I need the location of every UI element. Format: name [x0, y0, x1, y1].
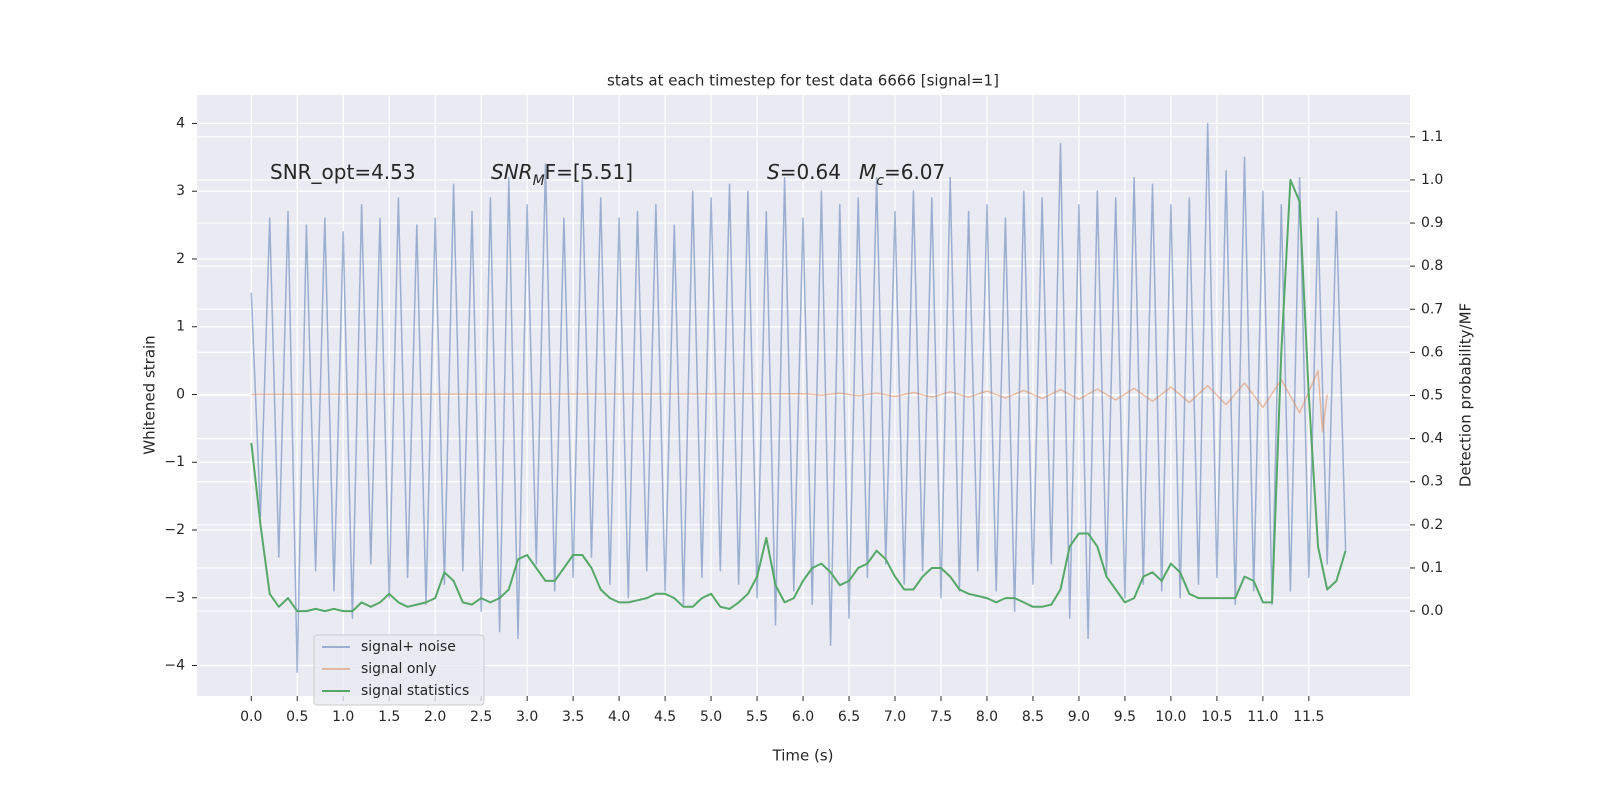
y-tick-label: 3 [176, 183, 185, 199]
y-axis-label: Whitened strain [141, 335, 159, 454]
legend-label: signal+ noise [361, 639, 456, 655]
annotation-part: S [767, 160, 780, 184]
annotation-part: =6.07 [884, 160, 945, 184]
y2-tick-label: 0.7 [1421, 301, 1443, 317]
y2-tick-label: 0.0 [1421, 603, 1443, 619]
annotation: SNRMF=[5.51] [491, 160, 633, 190]
series-line [251, 370, 1328, 433]
x-tick-label: 3.5 [562, 709, 584, 725]
x-tick-label: 7.5 [930, 709, 952, 725]
y2-axis-label: Detection probability/MF [1457, 303, 1475, 487]
x-tick-label: 4.0 [608, 709, 630, 725]
y-tick-label: 4 [176, 115, 185, 131]
legend-label: signal statistics [361, 683, 469, 699]
x-tick-label: 9.0 [1068, 709, 1090, 725]
x-tick-label: 10.5 [1201, 709, 1232, 725]
x-tick-label: 8.5 [1022, 709, 1044, 725]
annotation: S=0.64 [767, 160, 841, 184]
annotation-part: =0.64 [780, 160, 841, 184]
annotation-part: F=[5.51] [545, 160, 633, 184]
annotation: Mc=6.07 [859, 160, 945, 190]
x-tick-label: 10.0 [1155, 709, 1186, 725]
y-tick-label: 1 [176, 319, 185, 335]
x-tick-label: 0.5 [286, 709, 308, 725]
x-tick-label: 11.5 [1293, 709, 1324, 725]
series-line [250, 178, 1347, 613]
x-tick-label: 6.0 [792, 709, 814, 725]
x-tick-label: 9.5 [1114, 709, 1136, 725]
y2-tick-label: 0.1 [1421, 560, 1443, 576]
chart-title: stats at each timestep for test data 666… [607, 72, 999, 90]
x-tick-label: 2.0 [424, 709, 446, 725]
annotation-part: M [533, 173, 545, 189]
y-tick-label: 0 [176, 386, 185, 402]
legend-label: signal only [361, 661, 436, 677]
y-tick-label: −3 [164, 590, 185, 606]
x-tick-label: 0.0 [240, 709, 262, 725]
annotation-part: SNR_opt=4.53 [270, 160, 416, 184]
legend-box [313, 634, 485, 706]
x-tick-label: 11.0 [1247, 709, 1278, 725]
y-tick-label: −1 [164, 454, 185, 470]
x-tick-label: 1.5 [378, 709, 400, 725]
x-tick-label: 6.5 [838, 709, 860, 725]
x-tick-label: 2.5 [470, 709, 492, 725]
y2-tick-label: 0.5 [1421, 388, 1443, 404]
x-tick-label: 3.0 [516, 709, 538, 725]
y2-tick-label: 0.4 [1421, 431, 1443, 447]
x-tick-label: 8.0 [976, 709, 998, 725]
x-tick-label: 5.0 [700, 709, 722, 725]
y-tick-label: −4 [164, 658, 185, 674]
series-line [250, 122, 1347, 674]
x-tick-label: 1.0 [332, 709, 354, 725]
annotation-part: c [876, 173, 884, 189]
x-axis-label: Time (s) [772, 747, 834, 765]
y2-tick-label: 0.2 [1421, 517, 1443, 533]
x-tick-label: 7.0 [884, 709, 906, 725]
y-tick-label: −2 [164, 522, 185, 538]
y2-tick-label: 1.0 [1421, 172, 1443, 188]
y2-tick-label: 0.3 [1421, 474, 1443, 490]
annotation-part: M [859, 160, 876, 184]
y-tick-label: 2 [176, 251, 185, 267]
annotation-part: SNR [491, 160, 533, 184]
y2-tick-label: 0.8 [1421, 258, 1443, 274]
y2-tick-label: 0.6 [1421, 344, 1443, 360]
y2-tick-label: 0.9 [1421, 215, 1443, 231]
annotation: SNR_opt=4.53 [270, 160, 416, 184]
x-tick-label: 4.5 [654, 709, 676, 725]
y2-tick-label: 1.1 [1421, 129, 1443, 145]
x-tick-label: 5.5 [746, 709, 768, 725]
